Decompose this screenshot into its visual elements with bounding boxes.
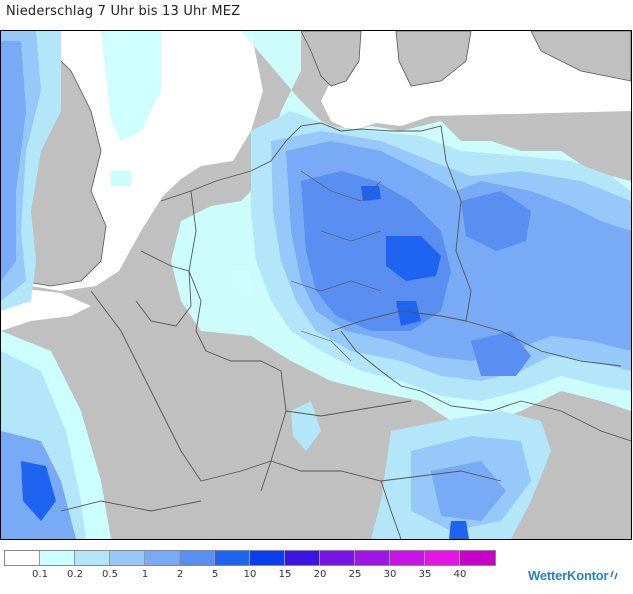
- legend-tick-label: 25: [348, 569, 362, 580]
- map-svg: [1, 31, 631, 539]
- brand-name: WetterKontor: [528, 568, 609, 583]
- legend-swatch: [110, 551, 145, 565]
- legend-swatch: [145, 551, 180, 565]
- legend-tick-label: 35: [418, 569, 432, 580]
- legend-swatch: [460, 551, 495, 565]
- legend-swatch: [5, 551, 40, 565]
- raindrop-icon: [610, 570, 619, 579]
- legend-tick-label: 30: [383, 569, 397, 580]
- legend-swatch: [40, 551, 75, 565]
- legend-color-bar: [4, 550, 496, 566]
- legend-swatch: [215, 551, 250, 565]
- legend-tick-label: 1: [141, 569, 149, 580]
- precipitation-legend: 0.1 0.2 0.5 1 2 5 10 15 20 25 30 35 40: [4, 550, 496, 583]
- scandinavia-land: [300, 31, 631, 87]
- legend-tick-label: 40: [453, 569, 467, 580]
- legend-tick-label: 15: [278, 569, 292, 580]
- legend-swatch: [320, 551, 355, 565]
- legend-swatch: [355, 551, 390, 565]
- legend-tick-label: 0.5: [102, 569, 118, 580]
- precipitation-layer: [1, 31, 631, 539]
- legend-swatch: [75, 551, 110, 565]
- legend-tick-label: 0.1: [32, 569, 48, 580]
- map-title: Niederschlag 7 Uhr bis 13 Uhr MEZ: [6, 4, 241, 19]
- legend-swatch: [425, 551, 460, 565]
- legend-swatch: [250, 551, 285, 565]
- legend-tick-label: 10: [243, 569, 257, 580]
- legend-tick-label: 0.2: [67, 569, 83, 580]
- precipitation-map[interactable]: [0, 30, 632, 540]
- legend-tick-label: 5: [211, 569, 219, 580]
- legend-labels: 0.1 0.2 0.5 1 2 5 10 15 20 25 30 35 40: [4, 569, 496, 583]
- legend-swatch: [285, 551, 320, 565]
- legend-swatch: [180, 551, 215, 565]
- wetterkontor-logo[interactable]: WetterKontor: [528, 568, 620, 583]
- legend-tick-label: 2: [176, 569, 184, 580]
- legend-tick-label: 20: [313, 569, 327, 580]
- legend-swatch: [390, 551, 425, 565]
- country-borders: [60, 122, 631, 539]
